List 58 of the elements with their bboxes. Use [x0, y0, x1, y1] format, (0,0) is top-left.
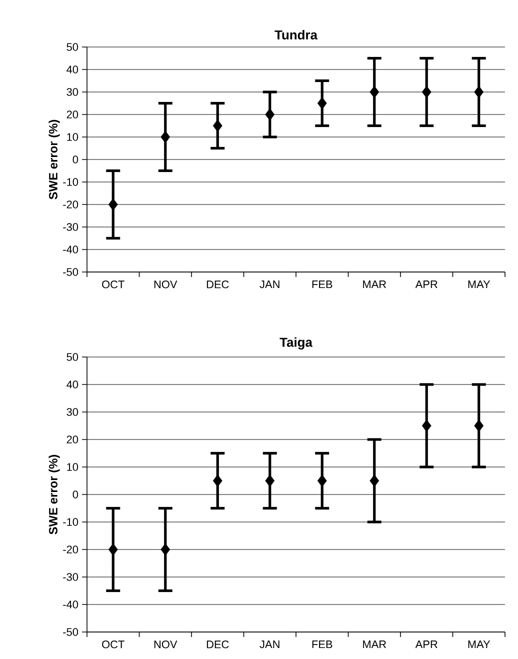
y-tick-label: -20 — [63, 200, 78, 208]
point — [474, 86, 484, 98]
y-tick-label: 50 — [66, 353, 78, 361]
y-tick-label: 10 — [67, 133, 78, 141]
x-tick-label: APR — [415, 280, 438, 288]
x-tick-label: JAN — [260, 280, 280, 288]
y-tick-label: 40 — [66, 380, 78, 388]
x-tick-label: MAY — [468, 280, 490, 288]
y-tick-label: 20 — [66, 110, 78, 118]
x-tick-label: OCT — [102, 640, 124, 648]
y-tick-label: -50 — [63, 268, 78, 276]
point — [370, 474, 380, 487]
point — [212, 474, 222, 487]
y-axis-title: SWE error (%) — [48, 454, 60, 534]
point — [474, 420, 484, 432]
y-tick-label: -40 — [63, 246, 78, 254]
y-tick-label: -30 — [63, 223, 78, 231]
point — [212, 120, 222, 132]
chart-title: Taiga — [280, 337, 313, 350]
point — [317, 474, 327, 487]
x-tick-label: FEB — [312, 640, 332, 648]
point — [317, 97, 327, 110]
y-tick-label: -30 — [63, 573, 78, 581]
y-axis-title: SWE error (%) — [48, 120, 60, 200]
point — [370, 86, 380, 98]
y-tick-label: 0 — [72, 490, 78, 498]
y-tick-label: 30 — [66, 88, 78, 96]
y-tick-label: 40 — [66, 66, 78, 74]
chart-title: Tundra — [274, 30, 318, 40]
point — [422, 86, 432, 98]
y-tick-label: 30 — [66, 408, 78, 416]
x-tick-label: FEB — [312, 280, 332, 288]
x-tick-label: NOV — [154, 280, 178, 288]
y-tick-label: -20 — [63, 546, 78, 554]
y-tick-label: 10 — [67, 463, 78, 471]
point — [265, 108, 275, 121]
x-tick-label: APR — [415, 640, 438, 648]
x-tick-label: MAR — [363, 640, 386, 648]
x-tick-label: DEC — [206, 280, 229, 288]
y-tick-label: -50 — [63, 628, 78, 636]
point — [160, 543, 170, 556]
y-tick-label: 20 — [66, 436, 78, 444]
point — [108, 543, 118, 556]
y-tick-label: -40 — [63, 600, 78, 608]
y-tick-label: 50 — [66, 43, 78, 51]
x-tick-label: JAN — [260, 640, 280, 648]
y-tick-label: -10 — [63, 518, 78, 526]
y-tick-label: -10 — [63, 178, 78, 186]
point — [108, 198, 118, 211]
point — [265, 474, 275, 487]
x-tick-label: DEC — [206, 640, 229, 648]
y-tick-label: 0 — [72, 156, 78, 164]
point — [422, 420, 432, 432]
point — [160, 130, 170, 144]
x-tick-label: MAY — [468, 640, 490, 648]
x-tick-label: MAR — [363, 280, 386, 288]
x-tick-label: OCT — [102, 280, 124, 288]
x-tick-label: NOV — [154, 640, 178, 648]
